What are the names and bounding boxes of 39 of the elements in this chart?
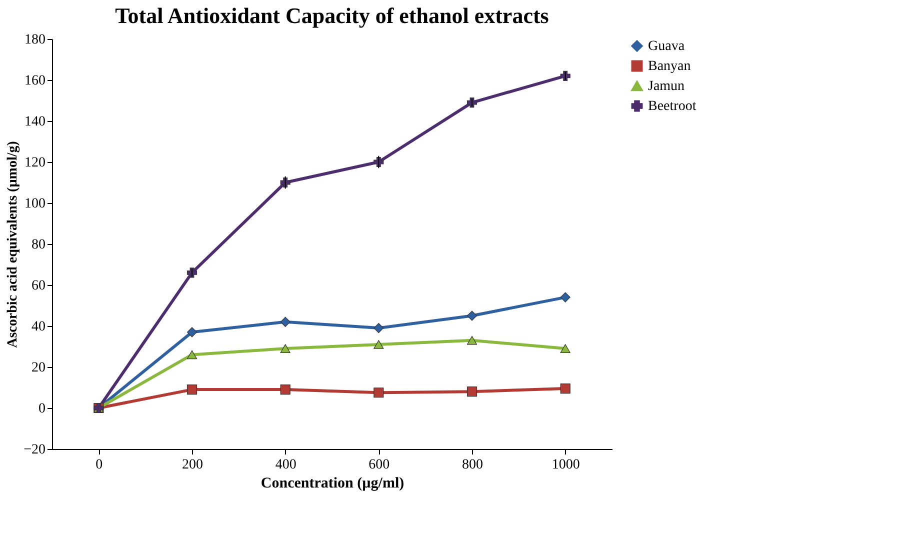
point [466,310,478,321]
x-tick-label: 200 [182,458,203,472]
x-tick-label: 0 [96,458,103,472]
point [466,336,478,345]
x-tick-label: 600 [368,458,390,472]
point [560,292,570,302]
point [374,323,384,334]
point [466,386,478,397]
legend-label: Beetroot [648,99,696,114]
point [280,344,290,353]
y-tick-label: 20 [32,360,46,376]
x-tick-label: 400 [275,458,296,472]
y-tick-label: 60 [32,278,46,294]
point [186,327,198,338]
point [374,340,384,349]
y-tick-label: 120 [24,156,46,170]
y-tick-label: 180 [24,32,46,48]
point [374,388,384,398]
point [186,384,198,395]
y-axis-title: Ascorbic acid equivalents (µmol/g) [6,140,21,348]
y-tick-label: 100 [24,196,46,212]
chart-title: Total Antioxidant Capacity of ethanol extracts [115,3,550,28]
x-tick-label: 800 [462,458,483,472]
y-tick-label: 140 [24,114,46,130]
y-tick-label: 80 [32,238,46,252]
y-tick-label: 40 [32,320,46,334]
legend-label: Banyan [648,59,691,74]
point [560,383,570,394]
point [560,344,570,353]
point [280,316,290,327]
y-tick-label: −20 [24,442,46,458]
y-tick-label: 160 [24,74,46,88]
x-tick-label: 1000 [552,458,580,472]
point [186,350,198,360]
x-axis-title: Concentration (µg/ml) [260,476,404,492]
legend-label: Guava [648,39,686,54]
point [280,384,290,395]
legend-label: Jamun [648,79,685,94]
y-tick-label: 0 [38,402,46,416]
